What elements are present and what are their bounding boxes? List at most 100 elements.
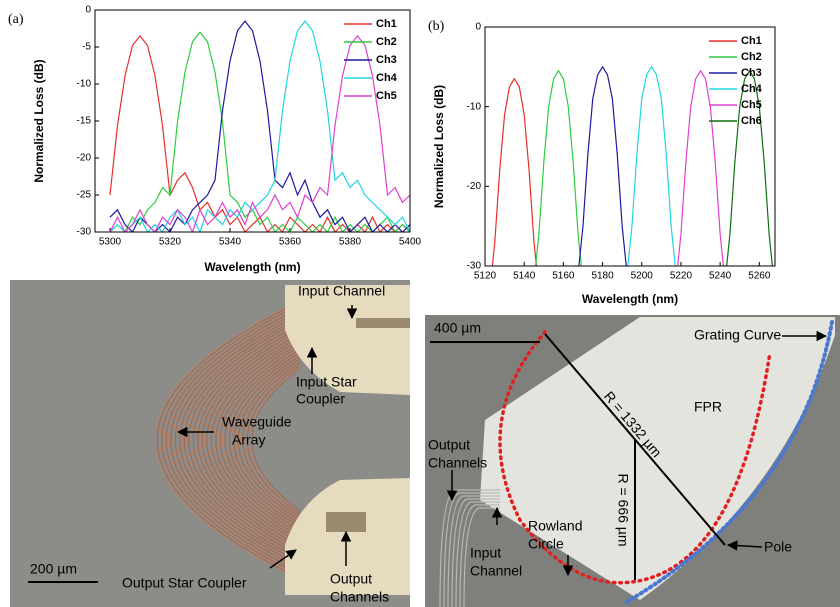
- waveguide: [176, 315, 301, 565]
- waveguide: [183, 320, 301, 560]
- waveguide: [192, 326, 301, 554]
- output-channels: [326, 512, 366, 532]
- y-tick-label: 0: [85, 5, 91, 16]
- waveguide: [235, 357, 301, 523]
- series-line: [109, 20, 410, 232]
- label: Coupler: [296, 391, 345, 407]
- series-line: [578, 65, 627, 266]
- rowland-circle: [498, 330, 772, 585]
- legend-label: Ch2: [741, 51, 762, 63]
- waveguide: [204, 334, 301, 546]
- x-tick-label: 5360: [279, 237, 302, 248]
- y-tick-label: -5: [82, 42, 91, 53]
- waveguide: [246, 365, 301, 515]
- waveguide: [179, 317, 301, 563]
- waveguide: [233, 355, 301, 525]
- series-line: [535, 69, 582, 266]
- x-tick-label: 5180: [591, 271, 614, 282]
- waveguide: [224, 349, 301, 531]
- waveguide: [239, 360, 301, 520]
- waveguide: [188, 323, 301, 557]
- input-waveguides: [439, 489, 500, 607]
- waveguide: [181, 318, 301, 562]
- grating-curve: [623, 320, 834, 605]
- waveguide: [165, 307, 301, 573]
- x-tick-label: 5380: [339, 237, 362, 248]
- waveguide: [186, 321, 301, 559]
- label: Channels: [330, 589, 389, 605]
- waveguide: [159, 302, 301, 578]
- waveguide: [463, 507, 500, 607]
- input-channel: [356, 318, 410, 328]
- waveguide: [231, 353, 301, 527]
- waveguide: [451, 498, 500, 607]
- waveguide: [217, 344, 301, 536]
- legend-label: Ch1: [741, 35, 762, 47]
- waveguide: [244, 363, 301, 517]
- series-line: [677, 69, 725, 266]
- y-tick-label: -20: [467, 181, 482, 192]
- x-tick-label: 5200: [631, 271, 654, 282]
- y-axis-label: Normalized Loss (dB): [32, 59, 46, 182]
- waveguide: [194, 328, 301, 552]
- x-tick-label: 5240: [709, 271, 732, 282]
- x-tick-label: 5340: [219, 237, 242, 248]
- label: 200 µm: [30, 561, 77, 577]
- x-tick-label: 5300: [99, 237, 122, 248]
- waveguide: [249, 366, 301, 514]
- label: FPR: [694, 399, 722, 415]
- waveguide: [242, 361, 301, 519]
- waveguide-array: [154, 299, 301, 581]
- waveguide: [170, 310, 301, 570]
- label: Output: [330, 571, 372, 587]
- waveguide: [228, 352, 301, 528]
- label: R = 666 µm: [615, 473, 631, 546]
- waveguide: [210, 339, 301, 541]
- label: 400 µm: [434, 320, 481, 336]
- x-tick-label: 5260: [748, 271, 771, 282]
- waveguide: [455, 501, 500, 607]
- waveguide: [459, 504, 500, 607]
- waveguide: [219, 345, 301, 535]
- legend-label: Ch6: [741, 115, 762, 127]
- series-line: [109, 20, 410, 232]
- legend-label: Ch4: [376, 72, 398, 84]
- waveguide: [190, 325, 301, 555]
- waveguide: [206, 336, 301, 544]
- panel-label: (a): [8, 12, 24, 27]
- waveguide: [154, 299, 301, 581]
- x-tick-label: 5160: [552, 271, 575, 282]
- y-tick-label: -30: [467, 261, 482, 272]
- panel-label: (b): [428, 19, 445, 34]
- series-line: [109, 31, 410, 232]
- series-line: [627, 65, 676, 266]
- label: Waveguide: [222, 414, 292, 430]
- label: Input Star: [296, 374, 357, 390]
- waveguide: [161, 304, 301, 576]
- plot-area: [485, 27, 775, 266]
- y-tick-label: 0: [475, 22, 481, 33]
- waveguide: [237, 358, 301, 522]
- x-tick-label: 5140: [513, 271, 536, 282]
- waveguide: [213, 341, 301, 539]
- legend-label: Ch3: [741, 67, 762, 79]
- label: Input Channel: [298, 283, 385, 299]
- y-tick-label: -30: [77, 227, 92, 238]
- label: Input: [470, 545, 501, 561]
- micrograph-waveguide: Input Channel Waveguide Array Input Star…: [10, 280, 410, 607]
- x-axis-label: Wavelength (nm): [204, 260, 300, 274]
- legend-label: Ch5: [741, 99, 762, 111]
- label: Output: [428, 437, 470, 453]
- waveguide: [226, 350, 301, 530]
- legend-label: Ch4: [741, 83, 763, 95]
- waveguide: [251, 368, 301, 512]
- plot-frame: [94, 9, 411, 233]
- y-tick-label: -10: [77, 79, 92, 90]
- label: Output Star Coupler: [122, 575, 247, 591]
- radius-line: [544, 333, 726, 546]
- waveguide: [208, 337, 301, 543]
- waveguide: [172, 312, 301, 568]
- x-tick-label: 5120: [474, 271, 497, 282]
- micrograph-grating: 400 µm Grating Curve FPR R = 1332 µm R =…: [425, 315, 840, 607]
